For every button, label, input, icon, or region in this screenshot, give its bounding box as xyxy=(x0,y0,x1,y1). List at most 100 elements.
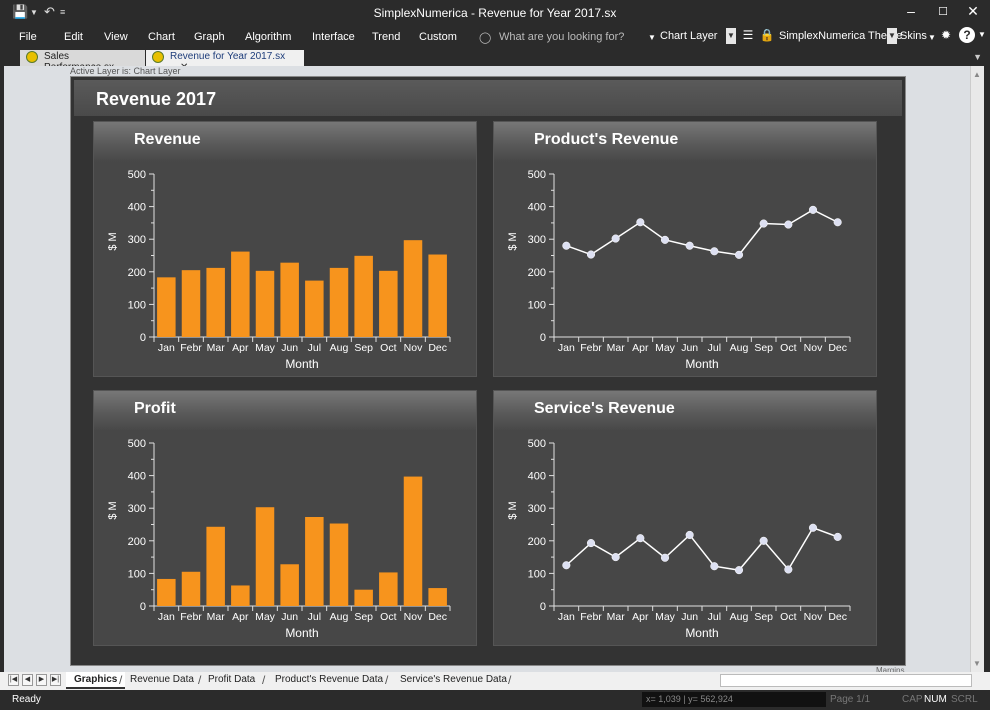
title-bar: 💾 ▼ ↶ ≡ SimplexNumerica - Revenue for Ye… xyxy=(0,0,990,26)
tab-separator: / xyxy=(262,673,266,687)
next-sheet-icon[interactable]: ▶ xyxy=(36,674,47,686)
y-tick-label: 500 xyxy=(128,438,146,450)
scroll-down-icon[interactable]: ▼ xyxy=(973,659,981,668)
y-tick-label: 0 xyxy=(140,332,146,344)
data-point xyxy=(759,219,768,228)
data-point xyxy=(636,534,645,543)
search-input[interactable]: What are you looking for? xyxy=(499,31,625,43)
chart-svg: 0 100 200 300 400 500 $ M Jan Febr Mar Apr May Jun Ju… xyxy=(507,169,851,371)
data-point xyxy=(562,561,571,570)
menu-interface[interactable]: Interface xyxy=(312,31,355,43)
doc-tab-revenue-2017[interactable]: Revenue for Year 2017.sx ✕ xyxy=(146,50,304,73)
bar xyxy=(354,255,373,337)
bar xyxy=(231,585,250,606)
help-icon[interactable]: ? xyxy=(959,27,975,43)
lock-icon[interactable]: 🔒 xyxy=(759,28,775,42)
x-tick-label: Jan xyxy=(558,342,575,354)
customize-toolbar-icon[interactable]: ≡ xyxy=(60,7,66,17)
settings-wheel-icon[interactable]: ✹ xyxy=(940,28,952,42)
x-tick-label: Sep xyxy=(754,611,773,623)
data-point xyxy=(685,530,694,539)
x-tick-label: Febr xyxy=(580,342,602,354)
series-line xyxy=(565,526,838,571)
x-tick-label: Aug xyxy=(330,342,349,354)
y-tick-label: 200 xyxy=(128,536,146,548)
sheet-tab-graphics[interactable]: Graphics xyxy=(66,672,126,689)
menu-graph[interactable]: Graph xyxy=(194,31,225,43)
data-point xyxy=(833,218,842,227)
skins-label[interactable]: Skins xyxy=(900,30,927,42)
panel-header: Product's Revenue xyxy=(494,122,876,162)
vertical-scrollbar[interactable]: ▲ ▼ xyxy=(970,66,984,672)
horizontal-scrollbar[interactable] xyxy=(720,674,972,687)
sheet-tab-revenue-data[interactable]: Revenue Data xyxy=(130,674,194,685)
panel-header: Revenue xyxy=(94,122,476,162)
x-tick-label: Sep xyxy=(754,342,773,354)
x-tick-label: Oct xyxy=(380,342,396,354)
save-dropdown-icon[interactable]: ▼ xyxy=(30,8,38,17)
skins-dropdown-icon[interactable]: ▼ xyxy=(928,33,936,42)
service-revenue-chart-panel[interactable]: Service's Revenue 0 100 200 300 400 500 $ M Jan… xyxy=(493,390,877,646)
x-tick-label: Apr xyxy=(632,611,649,623)
layers-icon[interactable]: ☰ xyxy=(742,28,754,42)
x-tick-label: May xyxy=(655,611,676,623)
margins-label: Margins xyxy=(876,666,905,675)
menu-edit[interactable]: Edit xyxy=(64,31,83,43)
x-tick-label: Apr xyxy=(232,342,249,354)
maximize-button[interactable]: ☐ xyxy=(938,6,948,18)
menu-file[interactable]: File xyxy=(19,31,37,43)
layer-combo-button[interactable]: ▼ xyxy=(726,28,736,44)
close-window-button[interactable]: ✕ xyxy=(967,3,979,19)
x-axis-label: Month xyxy=(685,626,718,640)
x-tick-label: Dec xyxy=(828,342,847,354)
x-axis-label: Month xyxy=(285,357,318,371)
x-axis-label: Month xyxy=(685,357,718,371)
y-tick-label: 500 xyxy=(528,438,546,450)
help-dropdown-icon[interactable]: ▼ xyxy=(978,30,986,39)
save-icon[interactable]: 💾 xyxy=(12,4,29,19)
tab-separator: / xyxy=(385,673,389,687)
y-tick-label: 200 xyxy=(528,536,546,548)
doc-tab-sales-performance[interactable]: Sales Performance.sx xyxy=(20,50,145,73)
y-tick-label: 200 xyxy=(128,267,146,279)
y-tick-label: 300 xyxy=(128,234,146,246)
first-sheet-icon[interactable]: |◀ xyxy=(8,674,19,686)
scroll-up-icon[interactable]: ▲ xyxy=(973,70,981,79)
prev-sheet-icon[interactable]: ◀ xyxy=(22,674,33,686)
menu-view[interactable]: View xyxy=(104,31,128,43)
bar xyxy=(329,267,349,337)
x-tick-label: Jul xyxy=(708,342,721,354)
bar xyxy=(231,251,250,337)
chart-layer-label[interactable]: Chart Layer xyxy=(660,30,718,42)
sheet-tab-products-revenue-data[interactable]: Product's Revenue Data xyxy=(275,674,384,685)
tabs-dropdown-icon[interactable]: ▼ xyxy=(973,52,982,62)
y-tick-label: 400 xyxy=(528,202,546,214)
y-tick-label: 300 xyxy=(528,503,546,515)
chart-layer-dropdown-icon[interactable]: ▼ xyxy=(648,33,656,42)
menu-custom[interactable]: Custom xyxy=(419,31,457,43)
x-tick-label: Oct xyxy=(380,611,396,623)
menu-chart[interactable]: Chart xyxy=(148,31,175,43)
sheet-tab-services-revenue-data[interactable]: Service's Revenue Data xyxy=(400,674,507,685)
y-tick-label: 300 xyxy=(528,234,546,246)
revenue-chart-panel[interactable]: Revenue 0 100 200 300 400 500 $ M Jan Febr Mar Apr… xyxy=(93,121,477,377)
product-revenue-chart-panel[interactable]: Product's Revenue 0 100 200 300 400 500 $ M Jan… xyxy=(493,121,877,377)
panel-header: Service's Revenue xyxy=(494,391,876,431)
menu-algorithm[interactable]: Algorithm xyxy=(245,31,292,43)
menu-trend[interactable]: Trend xyxy=(372,31,401,43)
x-tick-label: Jun xyxy=(281,611,298,623)
last-sheet-icon[interactable]: ▶| xyxy=(50,674,61,686)
x-tick-label: Mar xyxy=(607,342,626,354)
y-tick-label: 200 xyxy=(528,267,546,279)
x-tick-label: Febr xyxy=(180,611,202,623)
profit-chart-panel[interactable]: Profit 0 100 200 300 400 500 $ M Jan Febr Mar Apr M… xyxy=(93,390,477,646)
data-point xyxy=(784,565,793,574)
theme-label[interactable]: SimplexNumerica Theme xyxy=(779,30,903,42)
undo-icon[interactable]: ↶ xyxy=(44,4,55,19)
tab-separator: / xyxy=(198,673,202,687)
bar xyxy=(403,476,423,606)
data-point xyxy=(833,532,842,541)
theme-combo-button[interactable]: ▼ xyxy=(887,28,897,44)
minimize-button[interactable]: – xyxy=(907,3,915,19)
sheet-tab-profit-data[interactable]: Profit Data xyxy=(208,674,256,685)
